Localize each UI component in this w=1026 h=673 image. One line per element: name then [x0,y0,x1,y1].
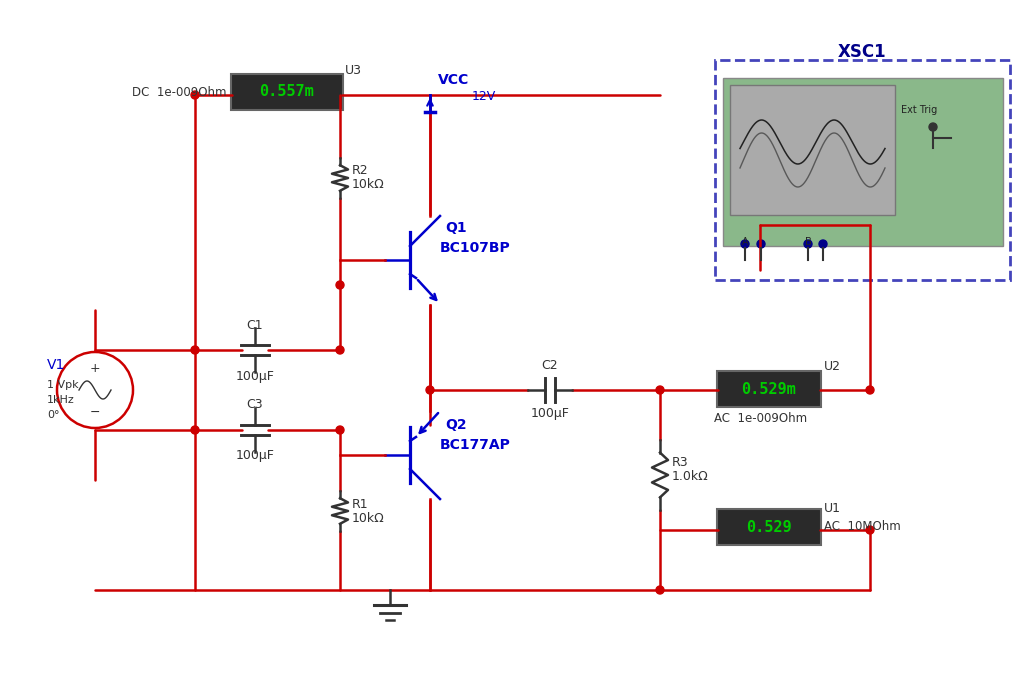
Text: C1: C1 [246,319,264,332]
Text: Ext Trig: Ext Trig [901,105,937,115]
Text: 1 Vpk: 1 Vpk [47,380,79,390]
Circle shape [866,526,874,534]
FancyBboxPatch shape [231,74,343,110]
Text: B: B [804,237,812,247]
Text: AC  1e-009Ohm: AC 1e-009Ohm [714,411,807,425]
Circle shape [741,240,749,248]
Text: DC  1e-009Ohm: DC 1e-009Ohm [132,85,227,98]
Bar [731,85,895,215]
Text: Q1: Q1 [445,221,467,235]
Text: AC  10MOhm: AC 10MOhm [824,520,901,534]
Circle shape [757,240,765,248]
Circle shape [191,426,199,434]
Circle shape [804,240,812,248]
Circle shape [656,386,664,394]
Text: BC177AP: BC177AP [440,438,511,452]
Circle shape [929,123,937,131]
Text: 0.529: 0.529 [746,520,792,534]
Text: +: + [89,361,101,374]
Text: BC107BP: BC107BP [440,241,511,255]
Circle shape [336,346,344,354]
Text: 100μF: 100μF [530,407,569,420]
Text: 0.557m: 0.557m [260,85,314,100]
Circle shape [866,386,874,394]
Text: 0.529m: 0.529m [742,382,796,396]
Text: U1: U1 [824,501,841,514]
Text: R2: R2 [352,164,368,176]
Text: R3: R3 [672,456,688,468]
Bar [715,60,1010,280]
FancyBboxPatch shape [717,509,821,545]
Circle shape [819,240,827,248]
Text: 100μF: 100μF [236,449,274,462]
Circle shape [656,586,664,594]
Text: 100μF: 100μF [236,370,274,383]
Text: −: − [89,406,101,419]
Text: R1: R1 [352,499,368,511]
Text: 12V: 12V [472,90,497,104]
Text: XSC1: XSC1 [838,43,886,61]
Text: VCC: VCC [438,73,469,87]
Text: C2: C2 [542,359,558,372]
Circle shape [336,426,344,434]
Text: A: A [742,237,748,247]
Text: 1.0kΩ: 1.0kΩ [672,470,709,483]
Text: C3: C3 [246,398,264,411]
Text: V1: V1 [47,358,66,372]
Circle shape [191,346,199,354]
Text: 1kHz: 1kHz [47,395,75,405]
Text: 0°: 0° [47,410,60,420]
Text: 10kΩ: 10kΩ [352,178,385,190]
Text: U2: U2 [824,359,841,372]
Text: Q2: Q2 [445,418,467,432]
Bar [723,78,1003,246]
Circle shape [336,281,344,289]
Text: 10kΩ: 10kΩ [352,513,385,526]
Text: U3: U3 [345,63,362,77]
Circle shape [426,386,434,394]
Circle shape [191,91,199,99]
FancyBboxPatch shape [717,371,821,407]
